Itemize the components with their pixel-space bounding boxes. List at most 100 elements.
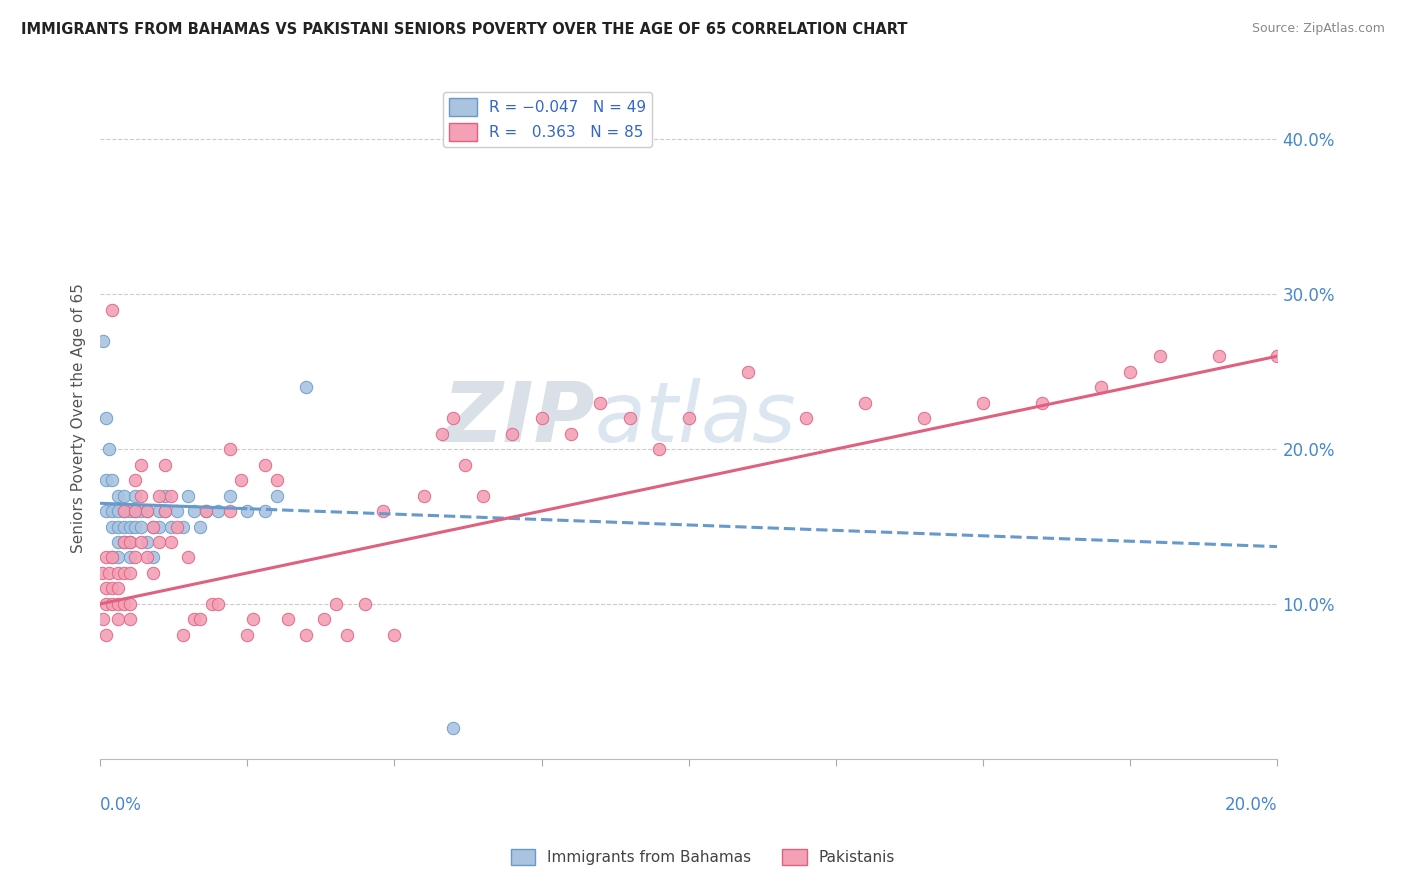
Point [218, 489, 240, 503]
Point [188, 612, 211, 626]
Point [354, 597, 377, 611]
Point [253, 504, 276, 518]
Point [107, 597, 129, 611]
Point [153, 458, 176, 472]
Point [441, 721, 464, 735]
Point [131, 458, 153, 472]
Point [188, 519, 211, 533]
Point [112, 597, 135, 611]
Point [177, 489, 200, 503]
Point [112, 504, 135, 518]
Point [412, 489, 434, 503]
Point [124, 504, 146, 518]
Point [159, 535, 181, 549]
Point [454, 458, 477, 472]
Point [560, 426, 582, 441]
Point [183, 612, 205, 626]
Point [912, 411, 935, 425]
Point [325, 597, 347, 611]
Point [112, 504, 135, 518]
Point [124, 504, 146, 518]
Point [295, 628, 318, 642]
Point [172, 519, 194, 533]
Point [148, 504, 170, 518]
Point [236, 628, 259, 642]
Point [112, 519, 135, 533]
Point [148, 489, 170, 503]
Point [112, 535, 135, 549]
Point [153, 489, 176, 503]
Point [153, 504, 176, 518]
Text: 0.0%: 0.0% [100, 797, 142, 814]
Point [124, 473, 146, 487]
Point [124, 519, 146, 533]
Point [648, 442, 671, 456]
Legend: Immigrants from Bahamas, Pakistanis: Immigrants from Bahamas, Pakistanis [505, 843, 901, 871]
Point [107, 550, 129, 565]
Point [101, 550, 124, 565]
Point [101, 473, 124, 487]
Point [530, 411, 553, 425]
Point [384, 628, 406, 642]
Text: atlas: atlas [595, 377, 796, 458]
Point [124, 489, 146, 503]
Point [266, 473, 288, 487]
Point [94, 504, 117, 518]
Point [107, 566, 129, 580]
Point [678, 411, 700, 425]
Point [159, 519, 181, 533]
Point [107, 612, 129, 626]
Point [177, 550, 200, 565]
Point [94, 582, 117, 596]
Point [101, 597, 124, 611]
Point [166, 519, 188, 533]
Point [159, 489, 181, 503]
Point [94, 411, 117, 425]
Point [90, 566, 112, 580]
Point [107, 582, 129, 596]
Point [796, 411, 818, 425]
Point [118, 535, 141, 549]
Point [94, 628, 117, 642]
Point [277, 612, 299, 626]
Point [118, 504, 141, 518]
Legend: R = −0.047   N = 49, R =   0.363   N = 85: R = −0.047 N = 49, R = 0.363 N = 85 [443, 92, 652, 147]
Point [471, 489, 494, 503]
Point [118, 519, 141, 533]
Point [1208, 349, 1230, 363]
Point [295, 380, 318, 394]
Point [101, 504, 124, 518]
Point [107, 519, 129, 533]
Point [195, 504, 218, 518]
Point [97, 566, 120, 580]
Point [218, 442, 240, 456]
Point [172, 628, 194, 642]
Point [1119, 365, 1142, 379]
Point [589, 395, 612, 409]
Point [266, 489, 288, 503]
Point [153, 504, 176, 518]
Text: ZIP: ZIP [441, 377, 595, 458]
Point [112, 566, 135, 580]
Point [236, 504, 259, 518]
Point [131, 489, 153, 503]
Point [94, 550, 117, 565]
Point [112, 489, 135, 503]
Point [441, 411, 464, 425]
Point [207, 504, 229, 518]
Point [131, 504, 153, 518]
Point [142, 550, 165, 565]
Point [218, 504, 240, 518]
Point [131, 519, 153, 533]
Point [94, 473, 117, 487]
Point [166, 504, 188, 518]
Point [136, 550, 159, 565]
Text: Source: ZipAtlas.com: Source: ZipAtlas.com [1251, 22, 1385, 36]
Point [1090, 380, 1112, 394]
Point [853, 395, 876, 409]
Point [242, 612, 264, 626]
Point [201, 597, 224, 611]
Text: IMMIGRANTS FROM BAHAMAS VS PAKISTANI SENIORS POVERTY OVER THE AGE OF 65 CORRELAT: IMMIGRANTS FROM BAHAMAS VS PAKISTANI SEN… [21, 22, 908, 37]
Point [142, 519, 165, 533]
Point [101, 302, 124, 317]
